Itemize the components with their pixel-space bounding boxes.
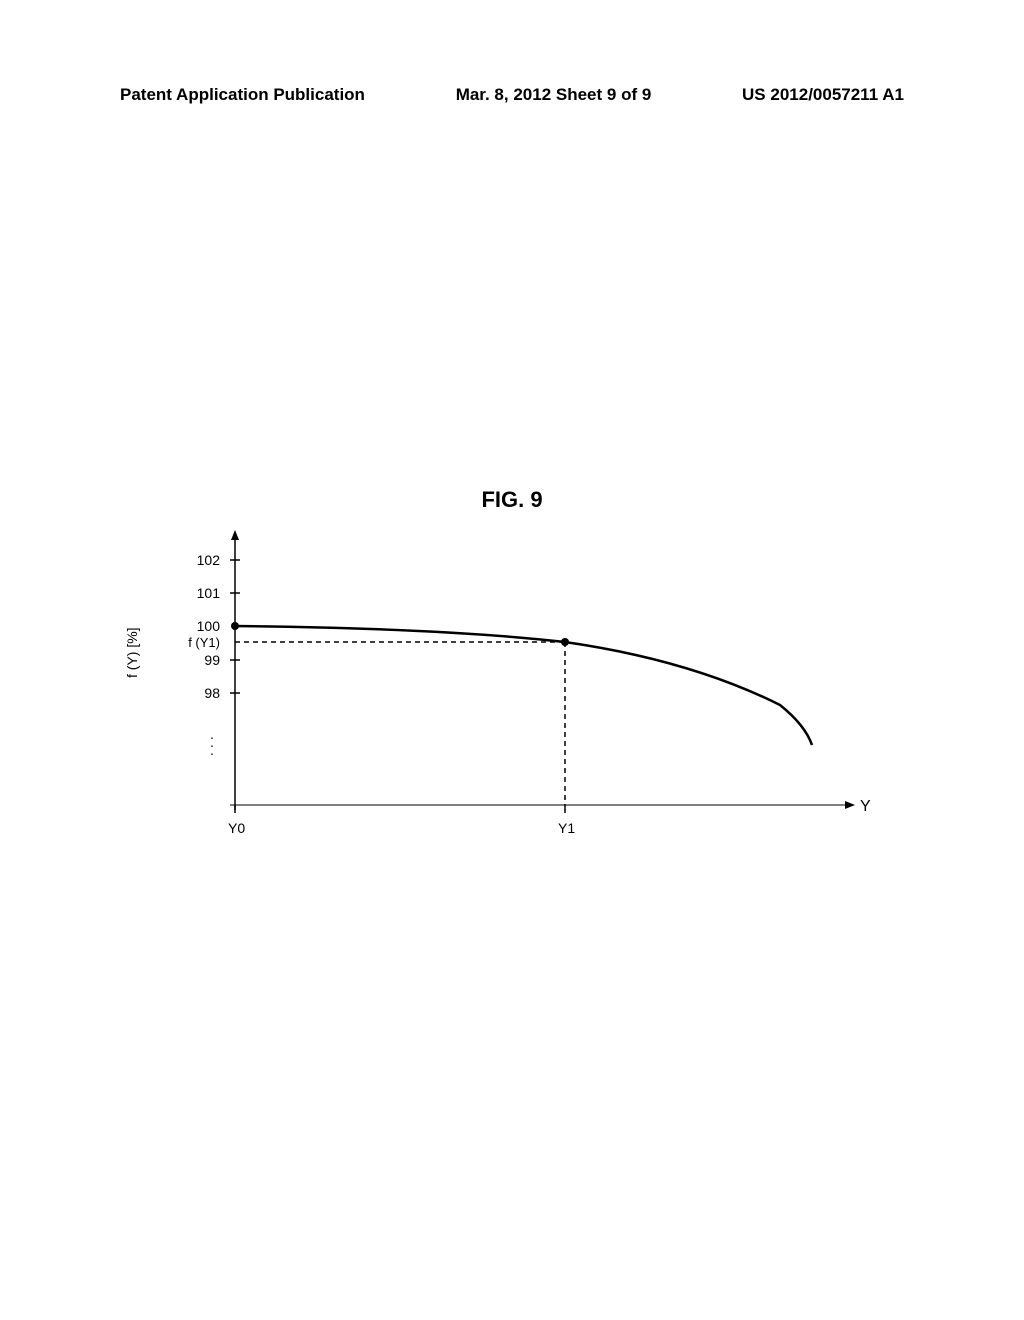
chart-svg bbox=[140, 530, 900, 850]
y-tick-98: 98 bbox=[204, 685, 220, 701]
y-axis-label: f (Y) [%] bbox=[124, 627, 140, 678]
curve-line bbox=[235, 626, 812, 745]
header-publication: Patent Application Publication bbox=[120, 85, 365, 105]
figure-label: FIG. 9 bbox=[481, 487, 542, 513]
data-point-y0 bbox=[231, 622, 239, 630]
x-tick-y1: Y1 bbox=[558, 820, 575, 836]
x-axis-arrow bbox=[845, 801, 855, 809]
x-axis-label: Y bbox=[860, 798, 871, 816]
y-tick-102: 102 bbox=[197, 552, 220, 568]
y-tick-fy1: f (Y1) bbox=[188, 635, 220, 650]
y-tick-101: 101 bbox=[197, 585, 220, 601]
y-tick-100: 100 bbox=[197, 618, 220, 634]
ellipsis-dots: . . . bbox=[210, 730, 214, 754]
chart-container: f (Y) [%] 102 101 100 f (Y1) 99 98 . . .… bbox=[140, 530, 900, 870]
page-header: Patent Application Publication Mar. 8, 2… bbox=[0, 85, 1024, 105]
data-point-y1 bbox=[561, 638, 569, 646]
y-tick-99: 99 bbox=[204, 652, 220, 668]
header-patent-number: US 2012/0057211 A1 bbox=[742, 85, 904, 105]
x-tick-y0: Y0 bbox=[228, 820, 245, 836]
y-axis-arrow bbox=[231, 530, 239, 540]
header-date-sheet: Mar. 8, 2012 Sheet 9 of 9 bbox=[456, 85, 652, 105]
